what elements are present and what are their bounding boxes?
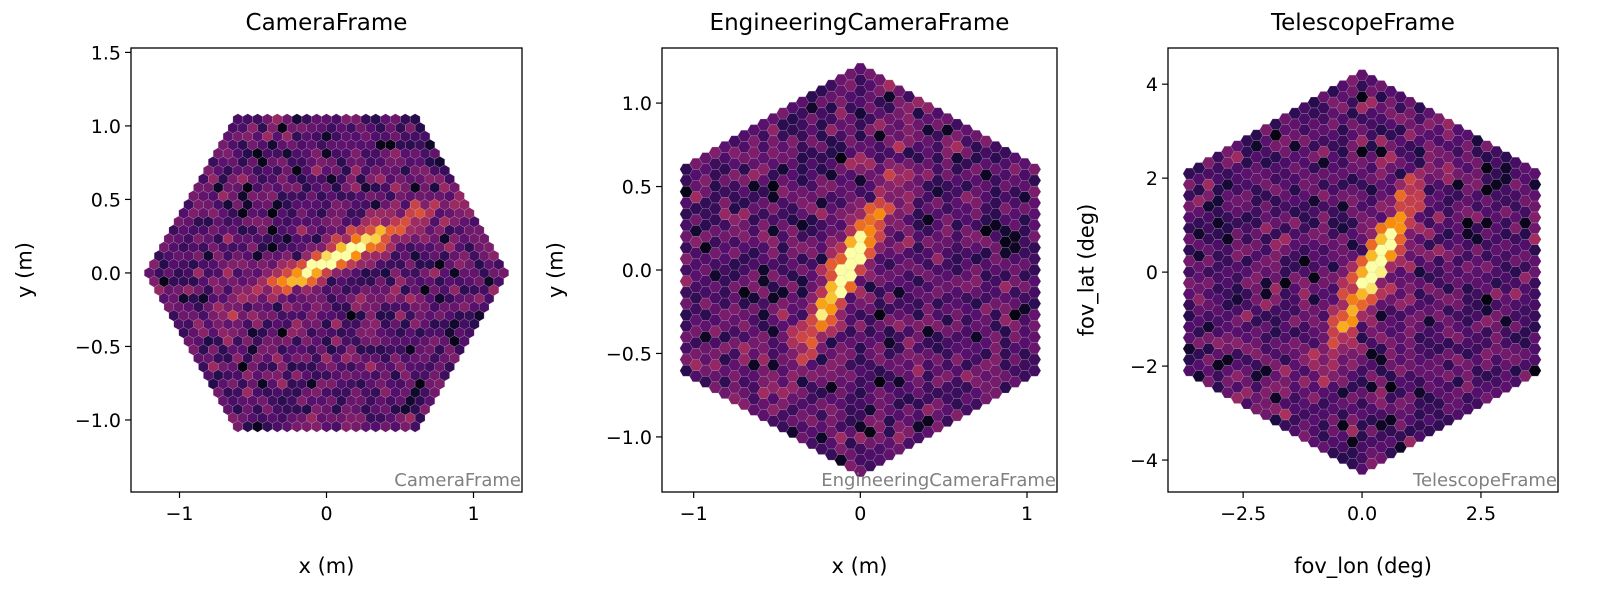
y-tick-label: 1.5 (91, 42, 121, 64)
x-axis-label: x (m) (299, 554, 355, 578)
panel-2: EngineeringCameraFrame EngineeringCameraF… (543, 10, 1058, 578)
frame-watermark: CameraFrame (394, 470, 521, 491)
x-axis-label: fov_lon (deg) (1294, 554, 1432, 579)
y-tick-label: −1.0 (606, 427, 652, 449)
camera-pixel (853, 62, 868, 75)
camera-pixels (679, 62, 1042, 478)
axes-frame (1167, 47, 1559, 493)
y-tick-label: 0 (1146, 262, 1158, 284)
y-tick-label: −4 (1130, 450, 1158, 472)
panel-1: CameraFrame CameraFrame −1 0 1 −1.0 −0.5 0.0 0.5… (12, 10, 523, 578)
x-tick-label: −1 (165, 503, 193, 525)
y-tick-label: 1.0 (91, 116, 121, 138)
camera-pixels (144, 113, 509, 433)
y-axis-label: fov_lat (deg) (1074, 204, 1099, 337)
x-tick-label: 2.5 (1466, 503, 1496, 525)
y-tick-label: 0.5 (622, 177, 652, 199)
x-tick-label: −2.5 (1220, 503, 1266, 525)
x-axis-label: x (m) (832, 554, 888, 578)
panel-3: TelescopeFrame TelescopeFrame −2.5 0.0 2.5 −4… (1074, 10, 1559, 579)
y-tick-label: −2 (1130, 356, 1158, 378)
frame-watermark: EngineeringCameraFrame (821, 470, 1056, 491)
y-tick-label: 0.0 (91, 263, 121, 285)
panel-title: EngineeringCameraFrame (710, 10, 1010, 36)
y-axis-label: y (m) (543, 242, 567, 298)
x-tick-label: 1 (467, 503, 479, 525)
x-tick-label: −1 (680, 503, 708, 525)
panel-title: CameraFrame (246, 10, 408, 36)
x-tick-label: 1 (1021, 503, 1033, 525)
y-axis-label: y (m) (12, 242, 36, 298)
camera-pixel (498, 267, 509, 279)
y-tick-label: 1.0 (622, 93, 652, 115)
frame-watermark: TelescopeFrame (1412, 470, 1557, 491)
panel-title: TelescopeFrame (1270, 10, 1455, 36)
x-tick-label: 0.0 (1347, 503, 1377, 525)
y-tick-label: 2 (1146, 168, 1158, 190)
y-tick-label: −0.5 (606, 343, 652, 365)
y-tick-label: −1.0 (75, 410, 121, 432)
y-tick-label: 0.0 (622, 260, 652, 282)
camera-pixel (1355, 69, 1369, 81)
camera-pixels (1182, 69, 1542, 475)
y-tick-label: −0.5 (75, 336, 121, 358)
x-tick-label: 0 (320, 503, 332, 525)
y-tick-label: 4 (1146, 74, 1158, 96)
y-tick-label: 0.5 (91, 189, 121, 211)
x-tick-label: 0 (854, 503, 866, 525)
